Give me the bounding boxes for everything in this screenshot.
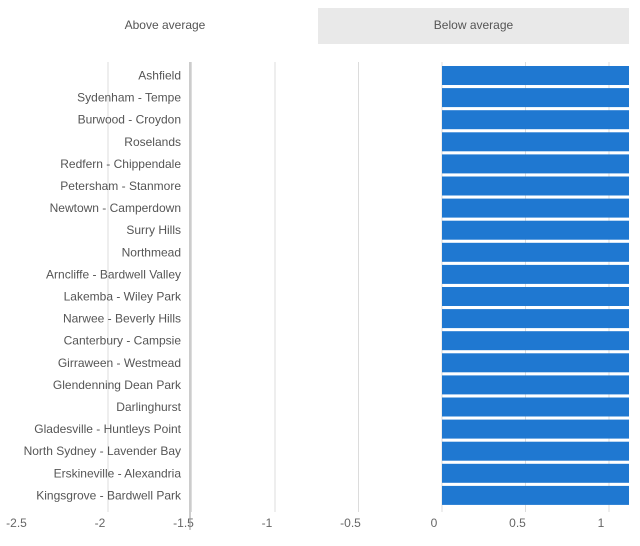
category-label: Petersham - Stanmore (60, 179, 181, 193)
bar[interactable] (442, 132, 629, 152)
bar[interactable] (442, 287, 629, 306)
category-label: Redfern - Chippendale (60, 157, 181, 171)
tick-label: -1.5 (173, 516, 194, 530)
bar[interactable] (442, 375, 629, 395)
category-label: Roselands (124, 135, 181, 149)
category-label: Gladesville - Huntleys Point (34, 422, 181, 436)
bar[interactable] (442, 441, 629, 461)
category-label: Ashfield (138, 69, 181, 83)
category-label: Girraween - Westmead (58, 356, 181, 370)
bar[interactable] (442, 331, 629, 351)
category-label: Newtown - Camperdown (50, 201, 181, 215)
tick-label: 1 (598, 516, 605, 530)
tick-label: -0.5 (340, 516, 361, 530)
tick-label: 0 (431, 516, 438, 530)
category-label: Glendenning Dean Park (53, 378, 182, 392)
bar[interactable] (442, 110, 629, 130)
category-label: Erskineville - Alexandria (54, 466, 182, 480)
bar[interactable] (442, 176, 629, 196)
category-label: Kingsgrove - Bardwell Park (36, 488, 182, 502)
category-label: Surry Hills (126, 223, 181, 237)
tick-label: -2 (95, 516, 106, 530)
category-label: Narwee - Beverly Hills (63, 312, 181, 326)
bar[interactable] (442, 198, 629, 218)
bar[interactable] (442, 154, 629, 174)
bar[interactable] (442, 485, 629, 505)
bar[interactable] (442, 66, 629, 85)
x-axis-tick-labels: -2.5-2-1.5-1-0.500.511.52 (6, 516, 605, 530)
category-label: Burwood - Croydon (78, 113, 181, 127)
tick-label: -1 (262, 516, 273, 530)
bar[interactable] (442, 353, 629, 373)
bars (442, 66, 629, 505)
tab-above-average[interactable]: Above average (12, 8, 318, 45)
category-label: Sydenham - Tempe (77, 91, 181, 105)
tick-label: -2.5 (6, 516, 27, 530)
category-label: Canterbury - Campsie (64, 334, 182, 348)
category-labels: Ashfield Sydenham - Tempe Burwood - Croydo… (24, 69, 182, 503)
tab-below-average[interactable]: Below average (433, 18, 514, 32)
bar[interactable] (442, 397, 629, 417)
category-label: North Sydney - Lavender Bay (24, 444, 181, 458)
category-label: Arncliffe - Bardwell Valley (46, 267, 181, 281)
bar[interactable] (442, 220, 629, 240)
tick-label: 0.5 (509, 516, 526, 530)
category-label: Northmead (122, 245, 181, 259)
category-label: Lakemba - Wiley Park (64, 290, 182, 304)
bar[interactable] (442, 419, 629, 439)
bar[interactable] (442, 309, 629, 329)
tab-bar: Above average Below average (12, 8, 629, 45)
category-label: Darlinghurst (116, 400, 181, 414)
bar[interactable] (442, 88, 629, 108)
bar[interactable] (442, 242, 629, 262)
bar[interactable] (442, 264, 629, 284)
bar[interactable] (442, 463, 629, 483)
